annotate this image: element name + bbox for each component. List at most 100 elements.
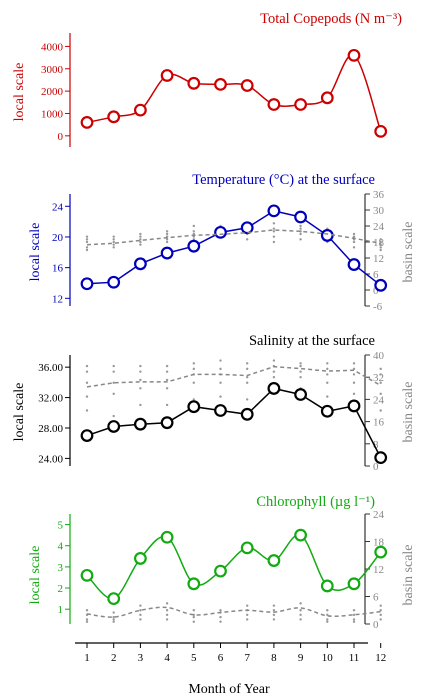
x-tick-label: 12: [375, 652, 386, 664]
temperature-y2-tick-label: 12: [373, 253, 384, 265]
chlorophyll-local-point: [240, 541, 254, 555]
temperature-y-tick-label: 24: [52, 201, 64, 213]
chlorophyll-local-point: [160, 530, 174, 544]
salinity-local-point: [187, 400, 201, 414]
chlorophyll-basin-point: [139, 609, 142, 612]
temperature-local-point: [133, 257, 147, 271]
salinity-y-tick-label: 24.00: [38, 453, 63, 465]
salinity-basin-point: [85, 395, 89, 398]
chlorophyll-basin-point: [352, 618, 356, 621]
salinity-local-point: [107, 420, 121, 433]
temperature-y2-tick-label: -6: [373, 301, 383, 313]
x-tick-label: 4: [164, 652, 170, 664]
temperature-basin-line: [86, 229, 381, 246]
salinity-basin-point: [246, 367, 249, 371]
chlorophyll-basin-point: [192, 615, 195, 619]
copepods-local-point: [214, 78, 227, 91]
chlorophyll-y-tick-label: 5: [58, 520, 64, 532]
salinity-basin-point: [85, 409, 89, 412]
chlorophyll-basin-point: [352, 620, 356, 623]
salinity-y2-tick-label: 16: [373, 417, 385, 429]
salinity-ylabel-local: local scale: [12, 383, 27, 442]
salinity-basin-point: [139, 378, 142, 382]
temperature-basin-point: [352, 240, 356, 244]
salinity-basin-point: [165, 364, 169, 368]
salinity-basin-point: [192, 398, 195, 401]
salinity-local-point: [374, 451, 388, 465]
chlorophyll-basin-point: [379, 604, 382, 607]
temperature-basin-point: [139, 238, 142, 241]
salinity-basin-point: [299, 376, 302, 379]
salinity-basin-point: [139, 364, 142, 368]
salinity-y2-tick-label: 0: [373, 461, 379, 473]
temperature-basin-point: [139, 243, 142, 246]
temperature-basin-point: [85, 240, 89, 244]
temperature-basin-point: [112, 238, 115, 241]
temperature-basin-point: [272, 227, 276, 230]
salinity-basin-point: [112, 381, 115, 384]
copepods-y-tick-label: 0: [58, 131, 64, 143]
salinity-basin-point: [326, 395, 329, 398]
chlorophyll-basin-point: [326, 609, 329, 612]
salinity-y2-tick-label: 24: [373, 394, 385, 406]
temperature-basin-point: [379, 243, 382, 246]
salinity-basin-point: [139, 387, 142, 390]
salinity-basin-point: [85, 364, 89, 368]
chlorophyll-y2-tick-label: 18: [373, 537, 385, 549]
x-tick-label: 3: [138, 652, 144, 664]
salinity-basin-point: [379, 373, 382, 376]
temperature-basin-point: [139, 240, 142, 244]
salinity-basin-point: [299, 362, 302, 365]
salinity-basin-point: [352, 367, 356, 371]
chlorophyll-basin-point: [139, 613, 142, 617]
temperature-basin-point: [85, 248, 89, 252]
salinity-basin-point: [165, 370, 169, 373]
temperature-basin-point: [165, 232, 169, 236]
copepods-local-point: [374, 124, 388, 138]
chlorophyll-basin-point: [219, 609, 222, 612]
temperature-basin-point: [165, 240, 169, 244]
salinity-basin-point: [272, 359, 276, 362]
chlorophyll-local-point: [133, 552, 147, 565]
chlorophyll-local-point: [267, 554, 281, 567]
salinity-basin-point: [219, 359, 222, 362]
salinity-basin-point: [352, 373, 356, 376]
salinity-basin-point: [112, 414, 115, 418]
temperature-local-point: [267, 204, 281, 218]
chlorophyll-basin-point: [379, 613, 382, 617]
temperature-y-tick-label: 12: [52, 293, 63, 305]
copepods-y-tick-label: 4000: [41, 41, 64, 53]
chlorophyll-local-point: [320, 579, 334, 593]
salinity-local-point: [347, 399, 361, 413]
temperature-panel: Temperature (°C) at the surface local sc…: [28, 172, 416, 313]
chlorophyll-local-point: [347, 577, 361, 591]
chlorophyll-basin-point: [165, 609, 169, 612]
temperature-basin-point: [165, 230, 169, 233]
salinity-basin-point: [165, 403, 169, 407]
temperature-basin-point: [192, 224, 195, 228]
salinity-basin-point: [246, 362, 249, 365]
chlorophyll-basin-point: [165, 613, 169, 617]
copepods-local-point: [267, 98, 281, 111]
chlorophyll-local-point: [374, 545, 388, 559]
salinity-basin-point: [192, 381, 195, 384]
salinity-basin-point: [112, 370, 115, 373]
chlorophyll-basin-point: [299, 613, 302, 617]
chlorophyll-basin-point: [112, 620, 115, 623]
copepods-title: Total Copepods (N m⁻³): [260, 11, 402, 27]
temperature-y2-tick-label: 30: [373, 205, 385, 217]
chlorophyll-basin-point: [246, 613, 249, 617]
chlorophyll-basin-point: [352, 609, 356, 612]
salinity-panel: Salinity at the surface local scale basi…: [12, 333, 416, 473]
salinity-y2-tick-label: 32: [373, 372, 384, 384]
temperature-basin-point: [379, 248, 382, 252]
chlorophyll-basin-point: [139, 604, 142, 607]
temperature-basin-point: [85, 238, 89, 241]
salinity-basin-point: [112, 364, 115, 368]
salinity-basin-point: [326, 362, 329, 365]
temperature-basin-point: [112, 246, 115, 249]
copepods-local-point: [107, 110, 121, 124]
salinity-basin-line: [86, 365, 382, 388]
chlorophyll-y2-tick-label: 24: [373, 509, 385, 521]
salinity-title: Salinity at the surface: [249, 333, 375, 349]
